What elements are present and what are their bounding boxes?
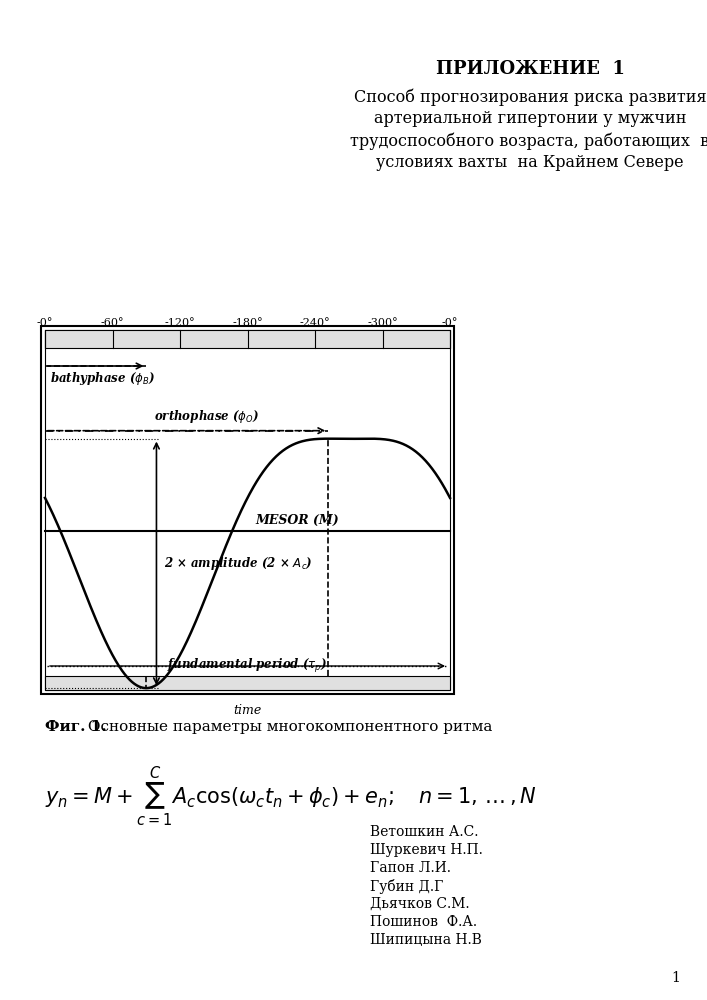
Text: fundamental period ($\tau_p$): fundamental period ($\tau_p$) [168, 657, 327, 675]
Bar [41, 326, 454, 694]
Text: Способ прогнозирования риска развития: Способ прогнозирования риска развития [354, 88, 706, 105]
Text: трудоспособного возраста, работающих  в: трудоспособного возраста, работающих в [351, 132, 707, 149]
Text: Губин Д.Г: Губин Д.Г [370, 879, 443, 894]
Text: артериальной гипертонии у мужчин: артериальной гипертонии у мужчин [374, 110, 686, 127]
Text: Основные параметры многокомпонентного ритма: Основные параметры многокомпонентного ри… [83, 720, 492, 734]
Text: Шипицына Н.В: Шипицына Н.В [370, 933, 482, 947]
Text: $y_n = M + \sum_{c=1}^{C} A_c \cos(\omega_c t_n + \phi_c) + e_n;$$\quad n = 1, \: $y_n = M + \sum_{c=1}^{C} A_c \cos(\omeg… [45, 765, 537, 828]
Text: time: time [233, 704, 262, 717]
Text: -0°: -0° [442, 318, 458, 328]
Text: -60°: -60° [101, 318, 124, 328]
Text: Фиг. 1.: Фиг. 1. [45, 720, 107, 734]
Text: 2 × amplitude (2 × $A_c$): 2 × amplitude (2 × $A_c$) [165, 555, 313, 572]
Text: Шуркевич Н.П.: Шуркевич Н.П. [370, 843, 483, 857]
Text: Пошинов  Ф.А.: Пошинов Ф.А. [370, 915, 477, 929]
Text: Дьячков С.М.: Дьячков С.М. [370, 897, 469, 911]
Text: Гапон Л.И.: Гапон Л.И. [370, 861, 451, 875]
Bar [45, 330, 450, 348]
Text: -300°: -300° [367, 318, 398, 328]
Text: bathyphase ($\phi_B$): bathyphase ($\phi_B$) [50, 370, 156, 387]
Text: 1: 1 [671, 971, 680, 985]
Text: -120°: -120° [165, 318, 195, 328]
Text: -180°: -180° [232, 318, 263, 328]
Bar [45, 330, 450, 690]
Text: -0°: -0° [37, 318, 53, 328]
Text: -240°: -240° [300, 318, 330, 328]
Text: MESOR (M): MESOR (M) [256, 514, 339, 527]
Text: ПРИЛОЖЕНИЕ  1: ПРИЛОЖЕНИЕ 1 [436, 60, 624, 78]
Bar [45, 676, 450, 690]
Text: Ветошкин А.С.: Ветошкин А.С. [370, 825, 479, 839]
Text: условиях вахты  на Крайнем Севере: условиях вахты на Крайнем Севере [376, 154, 684, 171]
Text: orthophase ($\phi_O$): orthophase ($\phi_O$) [154, 408, 259, 425]
